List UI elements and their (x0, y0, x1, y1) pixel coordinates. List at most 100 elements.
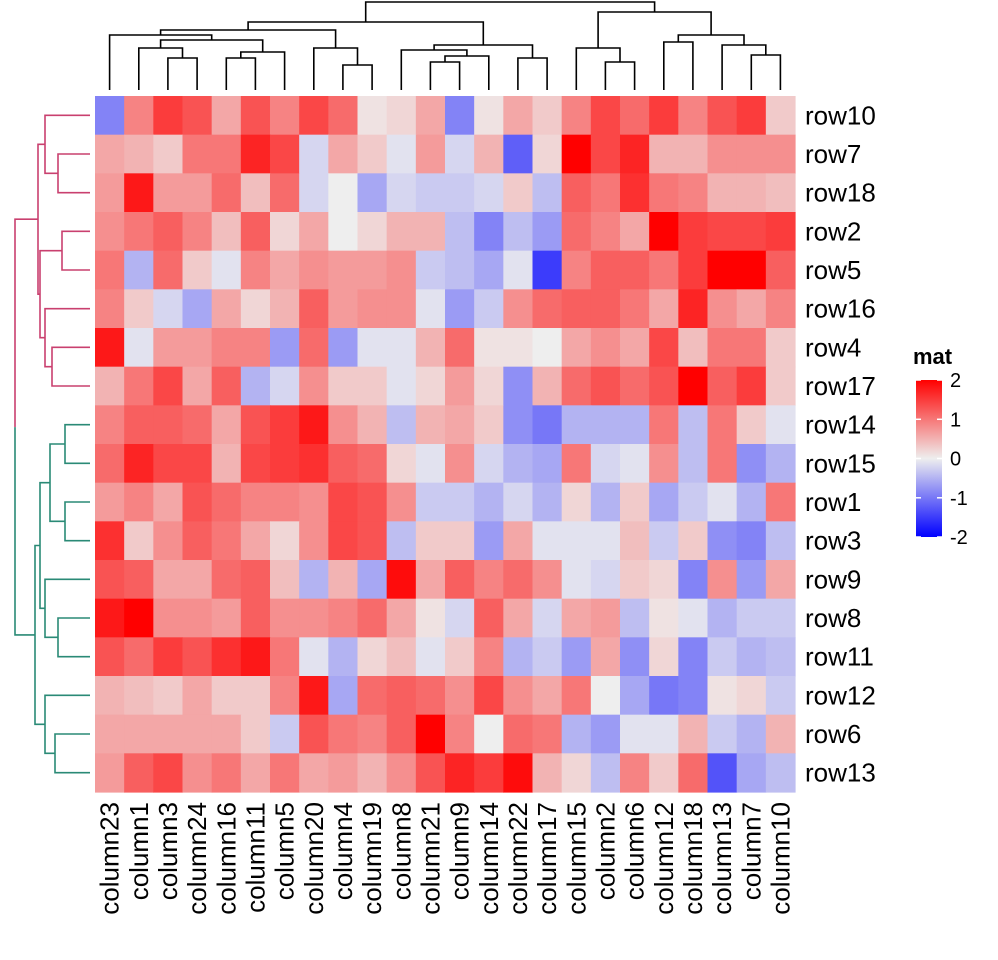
heatmap-cell (503, 405, 534, 445)
heatmap-cell (386, 560, 417, 600)
heatmap-cell (386, 521, 417, 561)
heatmap-cell (561, 289, 592, 329)
column-label: column20 (299, 802, 329, 915)
heatmap-cell (678, 96, 709, 136)
heatmap-cell (299, 521, 329, 561)
heatmap-cell (357, 560, 388, 600)
heatmap-cell (240, 482, 271, 522)
heatmap-cell (445, 560, 475, 600)
heatmap-cell (328, 366, 359, 406)
heatmap-cell (445, 405, 475, 445)
column-dendrogram-branch (429, 61, 461, 90)
heatmap-cell (182, 598, 213, 638)
heatmap-cell (678, 753, 709, 793)
column-dendrogram-branch (342, 64, 373, 90)
heatmap-cell (736, 212, 767, 252)
heatmap-cell (357, 212, 388, 252)
column-dendrogram-branch (159, 29, 337, 48)
heatmap-cell (765, 676, 796, 716)
heatmap-cell (474, 444, 504, 484)
heatmap-cell (649, 173, 679, 213)
column-label: column16 (211, 802, 241, 915)
heatmap-cell (270, 405, 300, 445)
heatmap-cell (95, 250, 125, 290)
heatmap-cell (620, 714, 650, 754)
heatmap-cell (386, 173, 417, 213)
heatmap-cell (736, 405, 767, 445)
heatmap-cell (240, 521, 271, 561)
heatmap-cell (765, 212, 796, 252)
heatmap-cell (590, 598, 621, 638)
heatmap-cell (649, 676, 679, 716)
heatmap-cell (299, 405, 329, 445)
heatmap-cell (386, 676, 417, 716)
heatmap-cell (765, 560, 796, 600)
heatmap-cell (328, 250, 359, 290)
heatmap-cell (590, 289, 621, 329)
heatmap-cell (211, 560, 242, 600)
heatmap-cell (649, 250, 679, 290)
heatmap-cell (678, 676, 709, 716)
heatmap-cell (649, 134, 679, 174)
heatmap-cell (270, 714, 300, 754)
heatmap-cell (240, 212, 271, 252)
heatmap-cell (678, 598, 709, 638)
heatmap-cell (95, 212, 125, 252)
heatmap-cell (124, 212, 154, 252)
heatmap-cell (240, 598, 271, 638)
heatmap-cell (532, 250, 563, 290)
heatmap-cell (503, 96, 534, 136)
heatmap-cell (649, 289, 679, 329)
heatmap-cell (532, 173, 563, 213)
heatmap-cell (445, 96, 475, 136)
heatmap-cell (415, 521, 446, 561)
column-label: column24 (182, 802, 212, 915)
heatmap-cell (561, 328, 592, 368)
heatmap-cell (532, 212, 563, 252)
heatmap-cell (270, 328, 300, 368)
heatmap-cell (415, 444, 446, 484)
heatmap-cell (503, 521, 534, 561)
heatmap-cell (678, 714, 709, 754)
row-labels: row10 row7 row18 row2 row5 row16 row4 row17 row1… (805, 100, 876, 787)
heatmap-cell (532, 482, 563, 522)
column-label: column11 (240, 802, 270, 913)
heatmap-cell (299, 289, 329, 329)
heatmap-cell (649, 598, 679, 638)
heatmap-cell (270, 637, 300, 677)
heatmap-cell (620, 212, 650, 252)
heatmap-cell (736, 173, 767, 213)
heatmap-cell (620, 366, 650, 406)
heatmap-cell (649, 405, 679, 445)
heatmap-cell (124, 289, 154, 329)
heatmap-cell (240, 676, 271, 716)
heatmap-cell (211, 134, 242, 174)
heatmap-cell (386, 134, 417, 174)
heatmap-cell (270, 250, 300, 290)
heatmap-cell (153, 637, 184, 677)
heatmap-cell (386, 444, 417, 484)
heatmap-cell (707, 521, 738, 561)
column-dendrogram-branch (159, 39, 264, 52)
heatmap-cell (95, 173, 125, 213)
heatmap-cell (182, 212, 213, 252)
heatmap-cell (620, 560, 650, 600)
heatmap-cell (474, 521, 504, 561)
heatmap-cell (561, 714, 592, 754)
heatmap-cell (95, 482, 125, 522)
heatmap-cell (620, 637, 650, 677)
heatmap-cell (649, 366, 679, 406)
heatmap-cell (328, 521, 359, 561)
heatmap-cell (503, 212, 534, 252)
heatmap-cell (415, 250, 446, 290)
heatmap-cell (124, 96, 154, 136)
heatmap-cell (620, 482, 650, 522)
heatmap-cell (95, 366, 125, 406)
heatmap-cell (270, 753, 300, 793)
heatmap-cell (707, 289, 738, 329)
heatmap-cell (182, 714, 213, 754)
row-label: row13 (805, 758, 876, 788)
heatmap-cell (357, 714, 388, 754)
heatmap-cell (153, 328, 184, 368)
heatmap-cell (270, 521, 300, 561)
